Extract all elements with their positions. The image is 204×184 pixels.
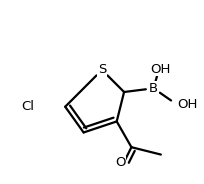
Text: S: S (98, 63, 106, 76)
Text: OH: OH (177, 98, 198, 111)
Text: O: O (115, 156, 126, 169)
Text: OH: OH (151, 63, 171, 76)
Text: Cl: Cl (21, 100, 34, 113)
Text: B: B (149, 82, 158, 95)
